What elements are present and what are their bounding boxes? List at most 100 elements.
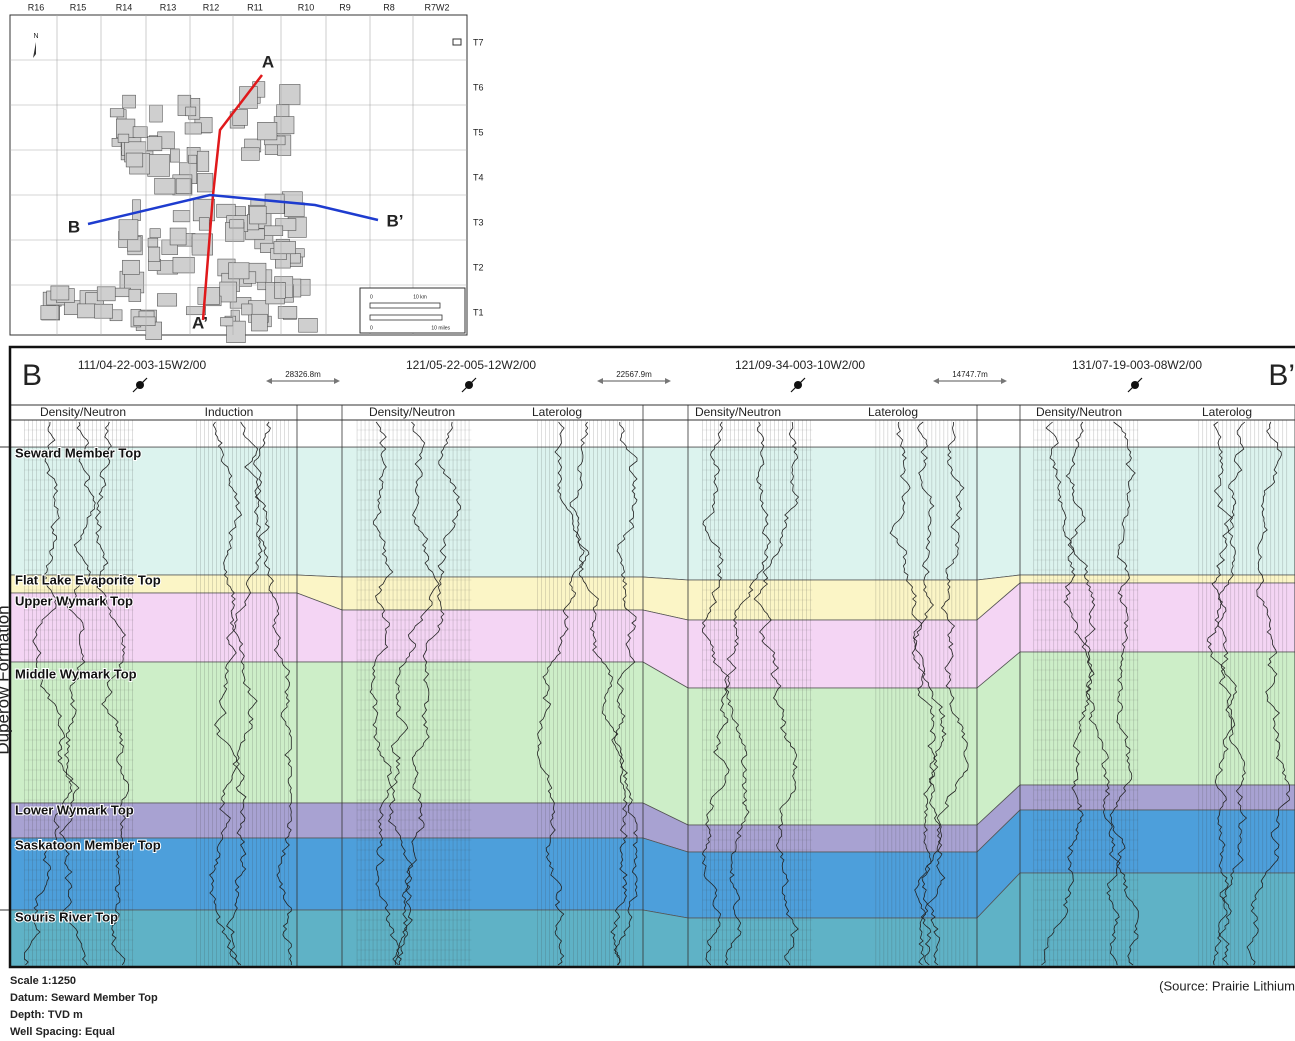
well-symbol xyxy=(132,377,148,393)
line-b-label: B xyxy=(68,217,80,236)
township-label: T7 xyxy=(473,37,484,47)
well-symbol xyxy=(790,377,806,393)
range-label: R7W2 xyxy=(424,2,449,12)
parcel xyxy=(257,122,278,141)
log-curve xyxy=(701,421,731,966)
parcel xyxy=(263,225,284,236)
well-symbol xyxy=(461,377,477,393)
footer-note: Well Spacing: Equal xyxy=(10,1026,115,1038)
parcel xyxy=(154,177,176,195)
parcel xyxy=(147,237,159,248)
log-header: Laterolog xyxy=(868,405,918,419)
log-curve xyxy=(1041,421,1096,966)
scale-bar xyxy=(369,314,443,321)
formation-top-label: Saskatoon Member Top xyxy=(15,837,161,852)
parcel xyxy=(117,133,130,143)
log-header: Density/Neutron xyxy=(369,405,455,419)
range-label: R9 xyxy=(339,2,351,12)
formation-top-label: Souris River Top xyxy=(15,909,118,924)
log-curve xyxy=(369,421,414,965)
parcel xyxy=(133,316,156,326)
parcel xyxy=(241,147,260,161)
parcel xyxy=(298,318,318,333)
formation-top-label: Middle Wymark Top xyxy=(15,666,137,681)
parcel xyxy=(149,104,163,123)
parcel xyxy=(279,84,301,105)
parcel xyxy=(184,122,202,135)
log-curve xyxy=(724,421,771,966)
section-frame xyxy=(8,345,1295,969)
parcel xyxy=(94,303,113,319)
formation-top-label: Lower Wymark Top xyxy=(15,802,134,817)
township-label: T3 xyxy=(473,217,484,227)
parcel xyxy=(149,228,161,239)
line-a-label: A xyxy=(262,52,274,71)
log-header: Density/Neutron xyxy=(40,405,126,419)
parcel xyxy=(197,173,214,193)
log-curve xyxy=(554,421,638,966)
well-name: 131/07-19-003-08W2/00 xyxy=(1072,358,1202,372)
log-curve xyxy=(889,421,946,966)
log-curve xyxy=(911,421,947,966)
parcel xyxy=(50,285,70,301)
parcel xyxy=(172,210,191,223)
township-label: T2 xyxy=(473,262,484,272)
parcel xyxy=(216,203,236,218)
parcel xyxy=(196,150,210,172)
parcel xyxy=(249,205,267,225)
log-curve xyxy=(375,421,440,966)
scale-label: 0 xyxy=(370,294,373,300)
parcel xyxy=(226,320,246,343)
line-a xyxy=(201,74,263,321)
township-label: T5 xyxy=(473,127,484,137)
log-curve xyxy=(537,421,589,966)
parcel xyxy=(128,288,142,302)
parcel xyxy=(275,218,297,231)
log-curve xyxy=(23,421,74,966)
log-curve xyxy=(209,421,270,966)
log-curve xyxy=(396,421,461,966)
log-curve xyxy=(1212,421,1247,966)
log-curve xyxy=(753,421,800,966)
section-right-label: B’ xyxy=(1268,359,1295,392)
township-label: T1 xyxy=(473,307,484,317)
log-curve xyxy=(921,421,969,966)
township-label: T4 xyxy=(473,172,484,182)
well-symbol xyxy=(1127,377,1143,393)
section-left-label: B xyxy=(22,359,42,392)
parcel xyxy=(197,286,220,305)
formation-top-label: Upper Wymark Top xyxy=(15,593,133,608)
line-b-end-label: B’ xyxy=(387,211,404,230)
parcel xyxy=(132,126,148,138)
well-name: 111/04-22-003-15W2/00 xyxy=(78,358,207,372)
parcel xyxy=(239,86,258,109)
parcel xyxy=(220,317,234,327)
well-spacing: 28326.8m xyxy=(285,370,321,379)
parcel xyxy=(188,154,197,164)
parcel xyxy=(251,313,268,332)
parcel xyxy=(273,241,296,255)
formation-label: Duperow Formation xyxy=(0,605,12,754)
parcel xyxy=(157,293,178,307)
parcel xyxy=(148,246,161,262)
parcel xyxy=(147,136,163,152)
parcel xyxy=(289,253,301,264)
log-curve xyxy=(1063,421,1121,966)
scale-label: 10 km xyxy=(413,294,427,300)
log-curve xyxy=(1109,421,1139,966)
log-curve xyxy=(610,422,638,966)
log-curve xyxy=(95,421,130,966)
parcel xyxy=(241,303,253,316)
footer-note: Depth: TVD m xyxy=(10,1009,83,1021)
log-header: Laterolog xyxy=(532,405,582,419)
source-note: (Source: Prairie Lithium xyxy=(1159,978,1295,993)
footer-note: Scale 1:1250 xyxy=(10,975,76,987)
parcel xyxy=(175,178,192,195)
parcel xyxy=(125,152,144,168)
line-b xyxy=(87,193,379,226)
well-spacing: 22567.9m xyxy=(616,370,652,379)
log-curve xyxy=(253,421,292,965)
range-label: R10 xyxy=(298,2,315,12)
well-name: 121/09-34-003-10W2/00 xyxy=(735,358,865,372)
scale-label: 0 xyxy=(370,325,373,331)
